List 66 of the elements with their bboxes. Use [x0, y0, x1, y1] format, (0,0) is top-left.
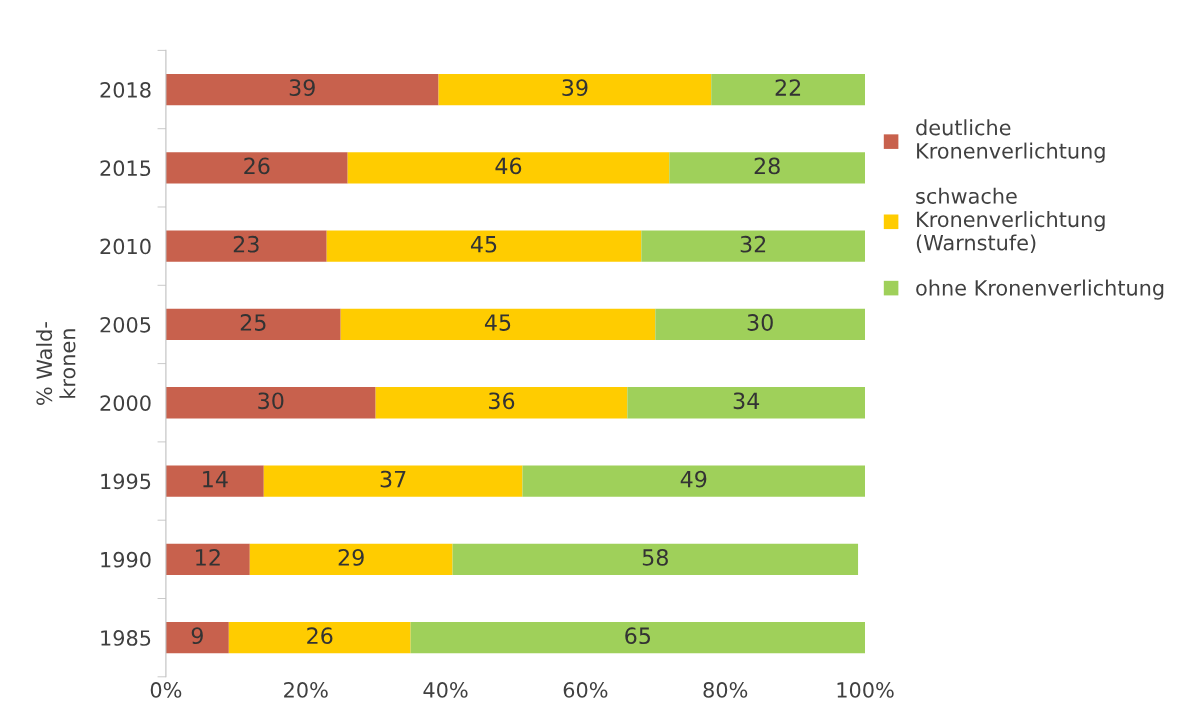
data-label: 39 — [289, 79, 315, 96]
y-tick-label: 2000 — [100, 395, 151, 411]
data-label: 46 — [495, 157, 522, 175]
bar — [347, 152, 670, 184]
bar — [340, 308, 656, 341]
bar — [627, 387, 866, 419]
y-axis-title: % Wald- kronen — [36, 322, 76, 405]
y-tick-label: 1990 — [101, 551, 151, 568]
bar — [165, 308, 341, 341]
bar — [165, 230, 327, 262]
data-label: 45 — [484, 314, 511, 331]
bar — [228, 621, 411, 654]
data-label: 26 — [244, 157, 270, 175]
data-label: 34 — [733, 392, 760, 410]
data-label: 23 — [233, 235, 259, 253]
bar — [375, 387, 628, 419]
x-tick-label: 60% — [563, 682, 608, 698]
bar — [669, 152, 866, 184]
data-label: 58 — [642, 548, 668, 566]
data-label: 65 — [625, 627, 651, 645]
x-tick-label: 100% — [837, 682, 894, 698]
bar — [165, 73, 439, 106]
data-label: 12 — [196, 548, 220, 566]
legend-label: deutliche Kronenverlichtung — [916, 119, 1105, 163]
bar — [165, 465, 264, 497]
legend-label: ohne Kronenverlichtung — [916, 279, 1164, 300]
data-label: 26 — [307, 627, 333, 645]
y-tick-label: 1995 — [101, 473, 151, 490]
data-label: 9 — [191, 627, 203, 645]
bar — [522, 465, 866, 497]
bar — [165, 152, 348, 184]
data-label: 29 — [338, 548, 364, 566]
bar — [641, 230, 866, 262]
bar — [410, 621, 866, 654]
bar — [711, 73, 866, 106]
data-label: 25 — [240, 314, 266, 331]
y-tick-label: 2010 — [100, 238, 151, 255]
bar — [263, 465, 523, 497]
data-label: 22 — [775, 79, 801, 96]
y-tick-label: 2005 — [100, 316, 151, 333]
bar — [452, 543, 859, 576]
x-tick-label: 0% — [150, 682, 182, 698]
data-label: 45 — [470, 236, 497, 253]
data-label: 14 — [203, 470, 228, 488]
y-tick-label: 2015 — [100, 160, 151, 177]
bar — [165, 543, 250, 576]
bar — [438, 73, 712, 106]
bar — [326, 230, 642, 262]
x-tick-label: 20% — [284, 682, 328, 698]
bar — [249, 543, 453, 576]
bar — [165, 387, 376, 419]
bar — [655, 308, 866, 341]
data-label: 28 — [754, 157, 780, 175]
data-label: 39 — [562, 79, 588, 96]
x-tick-label: 80% — [703, 682, 748, 698]
y-tick-label: 1985 — [101, 630, 151, 646]
data-label: 37 — [380, 470, 406, 488]
data-label: 30 — [258, 392, 284, 410]
x-tick-label: 40% — [423, 682, 468, 698]
legend-label: schwache Kronenverlichtung (Warnstufe) — [916, 187, 1105, 253]
data-label: 49 — [680, 470, 707, 488]
data-label: 36 — [489, 392, 515, 410]
data-label: 30 — [747, 314, 773, 331]
data-label: 32 — [740, 235, 766, 253]
bar — [165, 621, 229, 654]
y-tick-label: 2018 — [100, 82, 151, 98]
